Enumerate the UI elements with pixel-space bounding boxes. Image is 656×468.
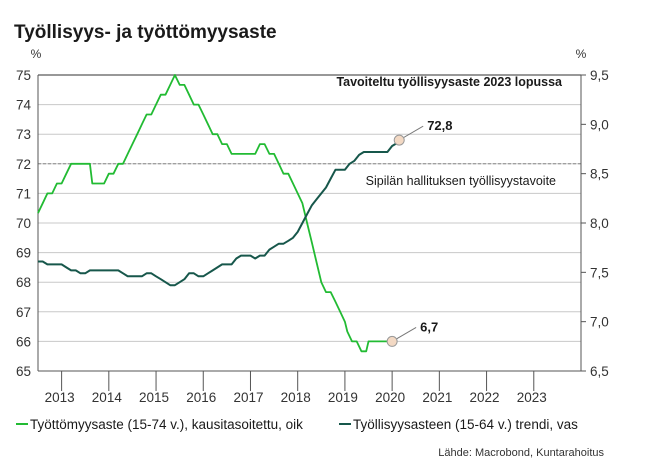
x-tick-label: 2015 xyxy=(139,390,169,405)
right-tick-label: 8,5 xyxy=(590,167,609,182)
end-marker xyxy=(386,335,398,347)
x-tick-label: 2016 xyxy=(186,390,216,405)
left-tick-label: 71 xyxy=(16,186,31,201)
x-tick-label: 2019 xyxy=(328,390,358,405)
left-tick-label: 69 xyxy=(16,246,31,261)
x-tick-label: 2023 xyxy=(517,390,547,405)
x-tick-label: 2018 xyxy=(281,390,311,405)
source-note: Lähde: Macrobond, Kuntarahoitus xyxy=(438,447,604,459)
x-tick-label: 2022 xyxy=(470,390,500,405)
left-tick-label: 74 xyxy=(16,98,32,113)
right-tick-label: 8,0 xyxy=(590,216,609,231)
axes: 65 66 67 68 69 70 71 72 73 74 75 6,5 7,0 7,5 8,0 8,5 9,0… xyxy=(16,68,609,405)
legend: Työttömyysaste (15-74 v.), kausitasoitet… xyxy=(16,417,578,432)
left-tick-label: 70 xyxy=(16,216,31,231)
end-value-label: 72,8 xyxy=(427,118,452,133)
series-layer xyxy=(37,74,400,353)
right-tick-label: 7,5 xyxy=(590,265,609,280)
x-tick-label: 2020 xyxy=(375,390,405,405)
x-tick-label: 2013 xyxy=(45,390,75,405)
right-tick-label: 6,5 xyxy=(590,364,609,379)
left-tick-label: 68 xyxy=(16,275,31,290)
left-tick-label: 72 xyxy=(16,157,31,172)
left-tick-label: 73 xyxy=(16,127,31,142)
grid-layer xyxy=(38,74,581,372)
left-axis-unit: % xyxy=(31,47,42,61)
chart-title: Työllisyys- ja työttömyysaste xyxy=(14,22,277,43)
right-tick-label: 9,0 xyxy=(590,117,609,132)
x-tick-label: 2021 xyxy=(422,390,452,405)
series-line-unemployment xyxy=(37,74,393,353)
sipila-target-label: Sipilän hallituksen työllisyystavoite xyxy=(366,174,556,188)
end-value-label: 6,7 xyxy=(420,319,438,334)
right-tick-label: 9,5 xyxy=(590,68,609,83)
left-tick-label: 66 xyxy=(16,334,31,349)
reference-lines xyxy=(38,74,581,165)
left-tick-label: 65 xyxy=(16,364,31,379)
left-tick-label: 75 xyxy=(16,68,31,83)
right-axis-unit: % xyxy=(576,47,587,61)
x-tick-label: 2017 xyxy=(233,390,263,405)
left-tick-label: 67 xyxy=(16,305,31,320)
target-2023-label: Tavoiteltu työllisyysaste 2023 lopussa xyxy=(336,75,563,89)
end-marker xyxy=(393,134,405,146)
x-tick-label: 2014 xyxy=(92,390,123,405)
legend-label-employment: Työllisyysasteen (15-64 v.) trendi, vas xyxy=(353,417,578,432)
end-markers: 72,8 6,7 xyxy=(386,118,453,347)
right-tick-label: 7,0 xyxy=(590,315,609,330)
series-line-employment xyxy=(38,139,400,287)
legend-label-unemployment: Työttömyysaste (15-74 v.), kausitasoitet… xyxy=(30,417,303,432)
